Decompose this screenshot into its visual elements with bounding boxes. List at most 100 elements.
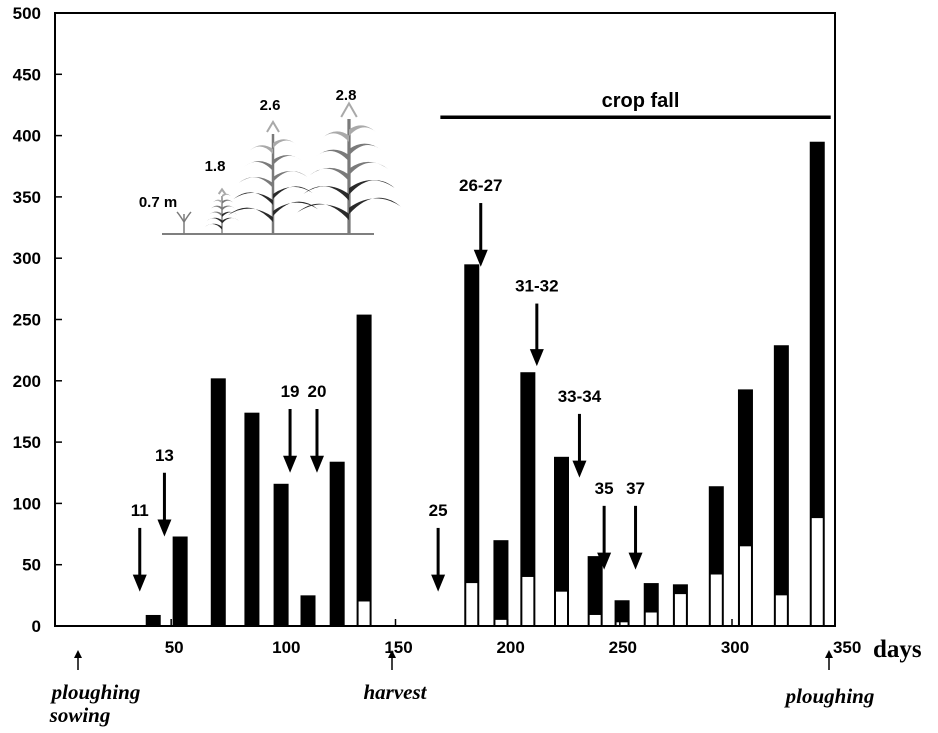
plant-leaf <box>233 192 273 205</box>
bars-layer <box>145 141 825 627</box>
bar-white-segment <box>616 622 628 625</box>
plant-leaf <box>349 125 376 136</box>
bar <box>614 600 630 626</box>
event-label: ploughing <box>50 680 141 704</box>
arrow-label: 33-34 <box>558 387 602 406</box>
arrow-label: 26-27 <box>459 176 502 195</box>
x-tick-label: 100 <box>272 638 300 657</box>
plant-leaf <box>211 205 222 211</box>
x-tick-label: 300 <box>721 638 749 657</box>
bar-white-segment <box>358 601 370 625</box>
y-tick-label: 100 <box>13 494 41 513</box>
event-arrow-head <box>74 650 82 658</box>
plant-small <box>204 187 240 234</box>
bar <box>244 412 260 626</box>
plant-leaf <box>204 223 222 230</box>
event-arrow-head <box>825 650 833 658</box>
plant-tassel <box>217 187 227 195</box>
bar <box>493 540 509 626</box>
x-tick-label: 350 <box>833 638 861 657</box>
crop-fall-label: crop fall <box>602 90 680 112</box>
bar <box>587 556 603 626</box>
arrow-head <box>309 455 324 473</box>
axes-layer: 0 50 100 150 200 250 300 350 400 450 500 50 100 150 20… <box>13 4 862 657</box>
arrow-head <box>473 249 488 267</box>
arrow-label: 13 <box>155 446 174 465</box>
x-axis-label: days <box>873 636 922 663</box>
event-label: ploughing <box>784 684 875 708</box>
x-tick-label: 150 <box>384 638 412 657</box>
plant-leaf <box>303 186 349 201</box>
plant-leaf <box>183 211 192 223</box>
plant-leaf <box>273 155 302 165</box>
y-tick-label: 50 <box>22 556 41 575</box>
plant-growth-illustration: 0.7 m 1.8 2.6 2.8 <box>139 87 401 235</box>
x-tick-label: 50 <box>165 638 184 657</box>
plant-large <box>297 101 401 234</box>
plant-leaf <box>228 207 273 222</box>
x-tick-label: 250 <box>609 638 637 657</box>
plant-leaf <box>273 201 318 216</box>
y-tick-label: 200 <box>13 372 41 391</box>
plant-leaf <box>249 145 273 154</box>
arrow-head <box>628 552 643 570</box>
plant-height-label: 2.6 <box>260 97 281 114</box>
plant-tassel <box>266 120 280 133</box>
plant-height-label: 2.8 <box>336 87 357 104</box>
annotation-layer: 11 13 19 20 25 26-27 31-32 33-34 35 37 crop fall pl… <box>49 90 875 727</box>
bar-white-segment <box>556 591 568 625</box>
arrow-label: 35 <box>595 479 614 498</box>
arrow-head <box>132 574 147 592</box>
bar-white-segment <box>589 614 601 625</box>
arrow-label: 25 <box>429 501 448 520</box>
plant-height-label: 1.8 <box>205 158 226 175</box>
plant-seedling <box>176 211 192 234</box>
event-label: harvest <box>364 680 428 704</box>
plant-leaf <box>309 167 349 182</box>
plant-leaf <box>209 211 222 217</box>
bar <box>773 345 789 626</box>
plant-leaf <box>349 180 395 195</box>
plant-leaf <box>222 211 238 217</box>
arrow-head <box>157 519 172 537</box>
y-tick-label: 150 <box>13 433 41 452</box>
plant-leaf <box>349 197 401 215</box>
y-tick-label: 400 <box>13 127 41 146</box>
bar-white-segment <box>739 546 751 625</box>
arrow-head <box>597 552 612 570</box>
arrow-head <box>529 349 544 367</box>
arrow-label: 19 <box>281 382 300 401</box>
bar <box>273 483 289 626</box>
plant-leaf <box>238 176 273 188</box>
plant-leaf <box>273 186 313 199</box>
plant-leaf <box>222 193 231 198</box>
event-label: sowing <box>49 703 111 727</box>
y-tick-label: 300 <box>13 249 41 268</box>
y-tick-label: 350 <box>13 188 41 207</box>
plant-tassel <box>340 101 358 118</box>
plant-leaf <box>176 211 185 223</box>
y-tick-label: 0 <box>32 617 41 636</box>
bar <box>172 536 188 626</box>
bar <box>554 456 570 626</box>
arrow-head <box>431 574 446 592</box>
bar <box>300 595 316 626</box>
plant-leaf <box>315 149 349 162</box>
plant-leaf <box>206 217 222 223</box>
arrow-label: 31-32 <box>515 277 558 296</box>
bar <box>210 378 226 626</box>
bar <box>520 372 536 626</box>
event-arrow-head <box>388 650 396 658</box>
bar-white-segment <box>466 583 478 625</box>
x-tick-label: 200 <box>496 638 524 657</box>
bar-white-segment <box>775 595 787 625</box>
plant-leaf <box>273 170 308 182</box>
plant-leaf <box>322 131 349 142</box>
arrow-label: 20 <box>308 382 327 401</box>
plant-leaf <box>273 139 297 148</box>
bar <box>464 264 480 626</box>
plant-height-label: 0.7 m <box>139 194 177 211</box>
y-tick-label: 500 <box>13 4 41 23</box>
bar-white-segment <box>811 518 823 625</box>
